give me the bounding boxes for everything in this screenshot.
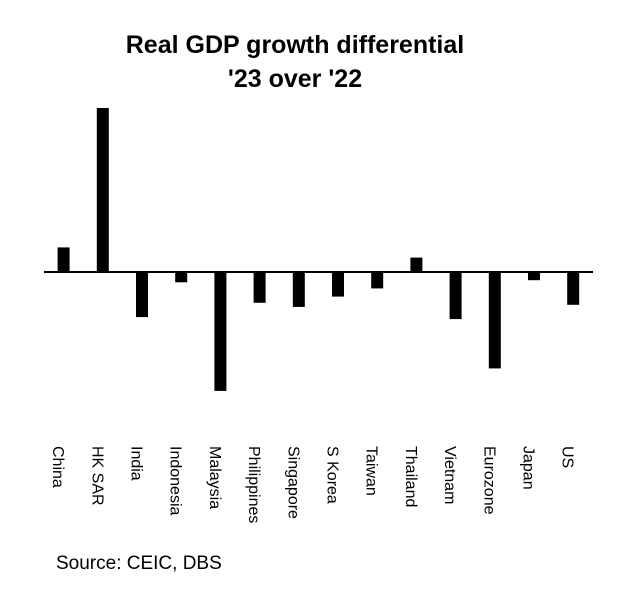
tick-label-china: China xyxy=(49,446,66,488)
bar-philippines xyxy=(253,272,266,303)
tick-label-taiwan: Taiwan xyxy=(363,446,380,496)
bar-eurozone xyxy=(488,272,501,369)
tick-label-japan: Japan xyxy=(520,446,537,490)
bar-us xyxy=(567,272,580,305)
tick-label-hk-sar: HK SAR xyxy=(88,446,105,506)
tick-label-eurozone: Eurozone xyxy=(480,446,497,515)
source-note: Source: CEIC, DBS xyxy=(56,553,222,574)
bar-hk-sar xyxy=(96,108,109,272)
tick-label-s-korea: S Korea xyxy=(324,446,341,504)
tick-label-malaysia: Malaysia xyxy=(206,446,223,509)
x-tick-labels: China HK SAR India Indonesia Malaysia Philipp… xyxy=(49,446,576,523)
tick-label-thailand: Thailand xyxy=(402,446,419,507)
tick-label-philippines: Philippines xyxy=(245,446,262,523)
bar-india xyxy=(136,272,148,318)
bar-vietnam xyxy=(449,272,462,320)
chart-title: Real GDP growth differential '23 over '2… xyxy=(0,28,590,96)
bar-singapore xyxy=(292,272,305,307)
bar-japan xyxy=(528,272,540,281)
bar-indonesia xyxy=(175,272,188,283)
bar-china xyxy=(57,247,70,272)
tick-label-indonesia: Indonesia xyxy=(167,446,184,515)
bar-thailand xyxy=(410,257,423,272)
tick-label-vietnam: Vietnam xyxy=(441,446,458,504)
bar-malaysia xyxy=(214,272,227,391)
bars-group xyxy=(57,108,580,391)
bar-taiwan xyxy=(371,272,384,289)
tick-label-india: India xyxy=(128,446,145,481)
bar-s-korea xyxy=(332,272,344,297)
chart-title-line-1: Real GDP growth differential xyxy=(125,31,465,59)
tick-label-us: US xyxy=(559,446,576,468)
tick-label-singapore: Singapore xyxy=(284,446,301,519)
chart-title-line-2: '23 over '22 xyxy=(227,65,363,93)
